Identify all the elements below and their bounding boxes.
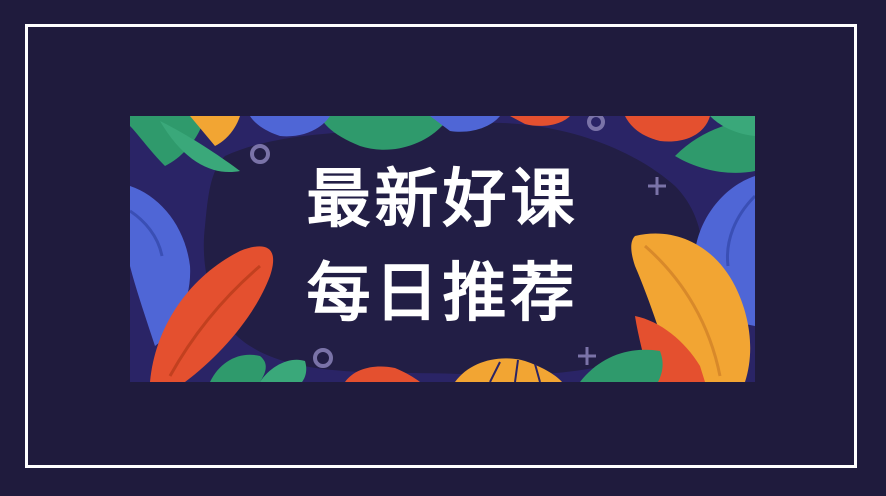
banner-artwork (130, 116, 755, 382)
outer-frame (25, 24, 857, 468)
fan-leaf-decoration (250, 116, 570, 150)
ring-decoration (250, 144, 270, 164)
leaf-decoration (130, 116, 240, 173)
fan-leaf-decoration (345, 358, 562, 382)
headline-line-2: 每日推荐 (306, 257, 579, 331)
plus-decoration (648, 177, 666, 195)
ring-decoration (587, 116, 605, 131)
plus-decoration (578, 347, 596, 365)
leaf-decoration (631, 233, 751, 382)
headline-line-1: 最新好课 (306, 163, 579, 237)
course-banner[interactable]: 最新好课 每日推荐 (130, 116, 755, 382)
leaf-decoration (130, 186, 191, 346)
leaf-decoration (210, 354, 266, 382)
leaf-decoration (580, 349, 663, 382)
leaf-decoration (625, 116, 755, 173)
leaf-decoration (150, 246, 274, 382)
leaf-decoration (260, 359, 307, 382)
ring-decoration (313, 348, 333, 368)
